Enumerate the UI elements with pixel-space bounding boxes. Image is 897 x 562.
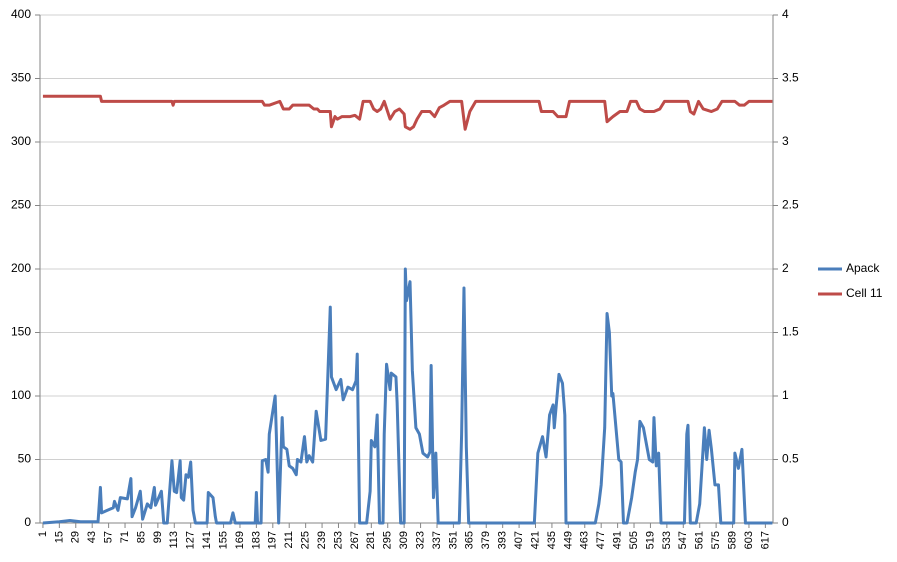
x-tick-label: 169 — [234, 531, 246, 549]
x-tick-label: 113 — [168, 531, 180, 549]
x-tick-label: 505 — [628, 531, 640, 549]
x-tick-label: 491 — [612, 531, 624, 549]
x-tick-label: 295 — [382, 531, 394, 549]
y-tick-label: 200 — [11, 261, 31, 275]
x-tick-label: 155 — [217, 531, 229, 549]
x-tick-label: 141 — [201, 531, 213, 549]
y2-tick-label: 1.5 — [782, 325, 799, 339]
x-tick-label: 575 — [710, 531, 722, 549]
x-tick-label: 519 — [644, 531, 656, 549]
y-tick-label: 100 — [11, 388, 31, 402]
y2-tick-label: 2.5 — [782, 198, 799, 212]
x-tick-label: 197 — [267, 531, 279, 549]
x-tick-label: 99 — [152, 531, 164, 543]
x-tick-label: 15 — [53, 531, 65, 543]
series-line — [42, 94, 773, 131]
x-tick-label: 379 — [480, 531, 492, 549]
x-tick-label: 351 — [447, 531, 459, 549]
x-tick-label: 477 — [595, 531, 607, 549]
x-tick-label: 43 — [86, 531, 98, 543]
x-tick-label: 267 — [349, 531, 361, 549]
legend-label: Cell 11 — [846, 286, 883, 300]
x-tick-label: 253 — [332, 531, 344, 549]
series-line — [42, 267, 773, 525]
x-tick-label: 71 — [119, 531, 131, 543]
x-tick-label: 561 — [694, 531, 706, 549]
x-tick-label: 407 — [513, 531, 525, 549]
x-tick-label: 57 — [103, 531, 115, 543]
y2-tick-label: 0 — [782, 515, 789, 529]
y2-tick-label: 0.5 — [782, 452, 799, 466]
y2-tick-label: 3.5 — [782, 71, 799, 85]
x-tick-label: 225 — [300, 531, 312, 549]
x-tick-label: 85 — [135, 531, 147, 543]
x-tick-label: 29 — [70, 531, 82, 543]
x-tick-label: 211 — [283, 531, 295, 549]
x-tick-label: 239 — [316, 531, 328, 549]
x-tick-label: 603 — [743, 531, 755, 549]
y-tick-label: 0 — [24, 515, 31, 529]
y-tick-label: 150 — [11, 325, 31, 339]
x-tick-label: 435 — [546, 531, 558, 549]
y2-tick-label: 1 — [782, 388, 789, 402]
x-tick-label: 589 — [726, 531, 738, 549]
x-tick-label: 449 — [562, 531, 574, 549]
x-tick-label: 421 — [529, 531, 541, 549]
legend-label: Apack — [846, 261, 880, 275]
y-tick-label: 350 — [11, 71, 31, 85]
x-tick-label: 1 — [37, 531, 49, 537]
y2-tick-label: 4 — [782, 7, 789, 21]
x-tick-label: 127 — [185, 531, 197, 549]
x-tick-label: 547 — [677, 531, 689, 549]
x-tick-label: 463 — [579, 531, 591, 549]
y2-tick-label: 2 — [782, 261, 789, 275]
x-tick-label: 281 — [365, 531, 377, 549]
x-tick-label: 365 — [464, 531, 476, 549]
x-tick-label: 337 — [431, 531, 443, 549]
x-tick-label: 323 — [414, 531, 426, 549]
x-tick-label: 309 — [398, 531, 410, 549]
y2-tick-label: 3 — [782, 134, 789, 148]
x-tick-label: 393 — [497, 531, 509, 549]
x-tick-label: 617 — [759, 531, 771, 549]
y-tick-label: 250 — [11, 198, 31, 212]
y-tick-label: 400 — [11, 7, 31, 21]
x-tick-label: 183 — [250, 531, 262, 549]
x-tick-label: 533 — [661, 531, 673, 549]
y-tick-label: 300 — [11, 134, 31, 148]
y-tick-label: 50 — [18, 452, 32, 466]
